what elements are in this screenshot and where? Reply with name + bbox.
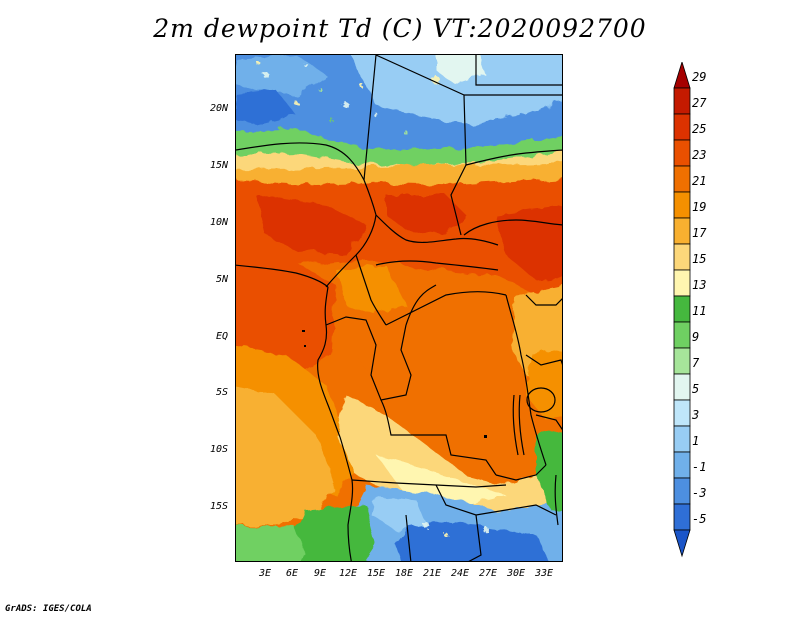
- colorbar-label: 13: [692, 278, 707, 292]
- colorbar-segment: [673, 503, 691, 531]
- map-title: 2m dewpoint Td (C) VT:2020092700: [153, 14, 647, 43]
- colorbar-segment: [673, 165, 691, 193]
- lon-label-21e: 21E: [422, 568, 442, 579]
- lat-label-15n: 15N: [209, 160, 228, 171]
- colorbar-segment: [673, 87, 691, 115]
- lon-label-27e: 27E: [478, 568, 498, 579]
- colorbar-segment: [673, 425, 691, 453]
- lat-label-10n: 10N: [209, 217, 228, 228]
- colorbar-segment: [673, 113, 691, 141]
- colorbar-segment: [673, 295, 691, 323]
- lon-label-15e: 15E: [366, 568, 386, 579]
- lon-label-30e: 30E: [506, 568, 526, 579]
- dewpoint-field-map: [236, 55, 562, 561]
- grads-credit: GrADS: IGES/COLA: [5, 604, 92, 614]
- colorbar-segment: [673, 451, 691, 479]
- colorbar-label: 9: [692, 330, 700, 344]
- colorbar-label: 21: [692, 174, 707, 188]
- lon-label-33e: 33E: [534, 568, 554, 579]
- country-borders: [236, 55, 562, 561]
- colorbar-label: 17: [692, 226, 707, 240]
- colorbar-segment: [673, 347, 691, 375]
- lat-label-eq: EQ: [215, 331, 228, 342]
- lat-label-5n: 5N: [215, 274, 228, 285]
- colorbar-segment: [673, 269, 691, 297]
- colorbar-segment: [673, 191, 691, 219]
- colorbar-segment: [673, 399, 691, 427]
- colorbar-label: 19: [692, 200, 707, 214]
- colorbar-label: 11: [692, 304, 707, 318]
- colorbar-segment: [673, 477, 691, 505]
- lon-label-6e: 6E: [285, 568, 299, 579]
- lon-label-3e: 3E: [258, 568, 272, 579]
- lat-label-15s: 15S: [209, 501, 228, 512]
- colorbar-label: 25: [692, 122, 707, 136]
- colorbar-label: -3: [692, 486, 707, 500]
- colorbar-label: -5: [692, 512, 707, 526]
- lat-label-10s: 10S: [209, 444, 228, 455]
- colorbar-segment: [673, 62, 691, 89]
- lon-label-18e: 18E: [394, 568, 414, 579]
- lon-label-9e: 9E: [313, 568, 327, 579]
- colorbar-label: 7: [692, 356, 700, 370]
- colorbar-segment: [673, 321, 691, 349]
- lon-label-24e: 24E: [450, 568, 470, 579]
- lat-label-20n: 20N: [209, 103, 228, 114]
- colorbar-label: 27: [692, 96, 707, 110]
- colorbar: [673, 62, 691, 558]
- colorbar-label: 23: [692, 148, 707, 162]
- colorbar-label: 29: [692, 70, 707, 84]
- map-panel: [235, 54, 563, 562]
- colorbar-label: 15: [692, 252, 707, 266]
- colorbar-label: 1: [692, 434, 700, 448]
- lat-label-5s: 5S: [215, 387, 228, 398]
- colorbar-segment: [673, 139, 691, 167]
- colorbar-label: -1: [692, 460, 707, 474]
- lon-label-12e: 12E: [338, 568, 358, 579]
- colorbar-label: 5: [692, 382, 700, 396]
- colorbar-label: 3: [692, 408, 700, 422]
- colorbar-segment: [673, 373, 691, 401]
- colorbar-segment: [673, 217, 691, 245]
- colorbar-segment: [673, 243, 691, 271]
- colorbar-segment: [673, 529, 691, 558]
